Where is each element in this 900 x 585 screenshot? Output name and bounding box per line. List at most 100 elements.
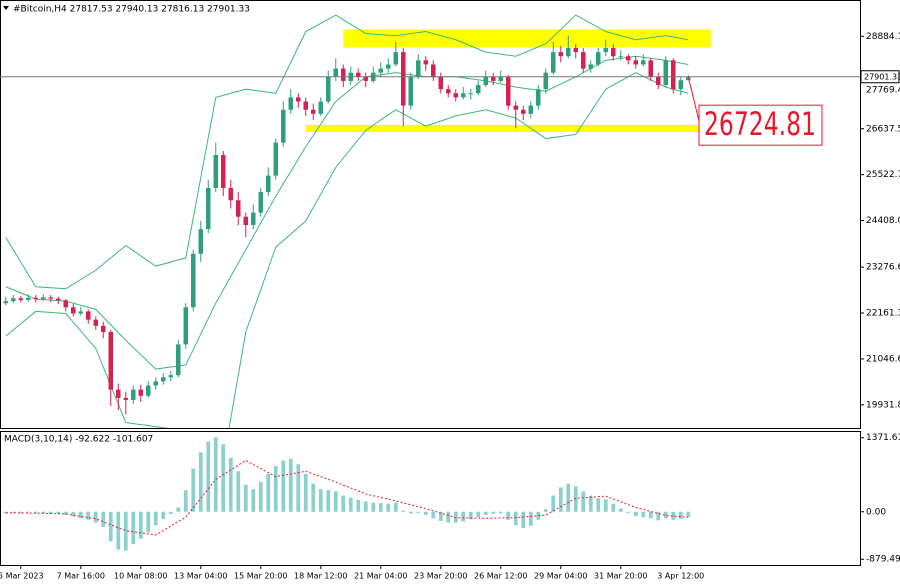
macd-bar [476, 511, 481, 518]
macd-bar [48, 511, 53, 514]
macd-bar [101, 511, 106, 527]
candle-body [258, 192, 264, 213]
macd-bar [258, 482, 263, 512]
macd-bar [453, 511, 458, 523]
macd-bar [213, 437, 218, 512]
macd-bar [648, 511, 653, 519]
macd-bar [78, 511, 83, 519]
macd-bar [146, 511, 151, 533]
candle-body [423, 60, 429, 65]
candle-body [588, 64, 594, 69]
candle-body [521, 109, 526, 114]
macd-bar [566, 483, 571, 512]
macd-bar [588, 495, 593, 512]
macd-bar [228, 457, 233, 512]
macd-panel [0, 431, 861, 566]
price-area [3, 14, 711, 428]
candle-body [206, 187, 211, 230]
candle-body [408, 76, 414, 106]
macd-bar [266, 473, 271, 512]
macd-bar [671, 511, 676, 520]
macd-bar [41, 511, 46, 514]
candle-body [596, 52, 601, 65]
candle-body [11, 298, 16, 302]
candle-body [213, 155, 219, 188]
candle-body [566, 47, 571, 57]
candle-body [71, 307, 76, 314]
x-tick-label: 13 Mar 04:00 [174, 572, 227, 581]
macd-bar [416, 511, 421, 513]
macd-bar [281, 460, 286, 512]
candle-body [86, 311, 91, 320]
macd-bar [296, 464, 301, 512]
candle-body [266, 175, 271, 193]
candle-body [498, 76, 504, 81]
macd-bar [288, 458, 293, 512]
x-tick-label: 10 Mar 08:00 [114, 572, 167, 581]
y-tick-label: 28884.15 [866, 32, 900, 42]
candle-body [333, 68, 339, 77]
x-tick-label: 5 Mar 2023 [0, 572, 44, 581]
candle-body [551, 52, 556, 73]
macd-bar [686, 511, 691, 517]
candle-body [41, 297, 46, 300]
macd-bar [236, 471, 241, 512]
macd-bar [63, 511, 68, 516]
macd-bar [311, 483, 316, 512]
chart-title: #Bitcoin,H4 27817.53 27940.13 27816.13 2… [13, 5, 250, 15]
macd-bar [581, 491, 586, 512]
macd-bar [536, 511, 541, 520]
macd-bar [663, 511, 668, 519]
bollinger-lower [5, 72, 689, 428]
x-tick-label: 18 Mar 12:00 [294, 572, 347, 581]
target-label: 26724.81 [704, 105, 816, 143]
macd-bar [108, 511, 113, 542]
macd-bar [678, 511, 683, 519]
macd-bar [641, 511, 646, 518]
candle-body [191, 253, 196, 308]
macd-bar [543, 509, 548, 512]
y-tick-label: 27769.40 [866, 86, 900, 96]
y-tick-label: 22161.35 [866, 309, 900, 319]
current-price-box [860, 70, 900, 84]
candle-body [648, 60, 654, 77]
candle-body [236, 200, 241, 217]
macd-bar [86, 511, 91, 520]
candle-body [611, 47, 616, 57]
macd-bar [333, 491, 338, 512]
macd-bar [221, 444, 226, 512]
macd-bar [168, 511, 173, 514]
candle-body [138, 389, 144, 396]
macd-bar [123, 511, 128, 551]
macd-bar [461, 511, 466, 522]
x-tick-label: 21 Mar 04:00 [354, 572, 407, 581]
macd-bar [438, 511, 443, 521]
x-tick-label: 7 Mar 16:00 [57, 572, 105, 581]
candle-body [243, 216, 249, 225]
current-price-label: 27901.33 [864, 72, 900, 81]
x-tick-label: 15 Mar 20:00 [234, 572, 287, 581]
menu-arrow [3, 6, 9, 10]
candle-body [131, 389, 136, 400]
candle-body [356, 72, 361, 77]
candle-body [311, 109, 316, 114]
y-tick-label: 0.00 [866, 507, 886, 517]
macd-bar [176, 507, 181, 512]
y-tick-label: 19931.85 [866, 400, 900, 410]
candle-body [116, 389, 121, 398]
macd-bar [71, 511, 76, 517]
macd-bar [431, 511, 436, 519]
x-tick-label: 3 Apr 12:00 [657, 572, 704, 581]
candle-body [416, 60, 421, 77]
macd-bar [183, 490, 188, 512]
candle-body [378, 68, 384, 73]
macd-bar [198, 452, 203, 512]
candle-body [48, 297, 54, 299]
macd-bar [618, 508, 623, 512]
macd-bar [243, 484, 248, 512]
bollinger-upper [5, 14, 689, 290]
candle-body [543, 72, 549, 90]
candle-body [273, 142, 279, 176]
macd-bar [393, 502, 398, 512]
candle-body [558, 52, 564, 57]
